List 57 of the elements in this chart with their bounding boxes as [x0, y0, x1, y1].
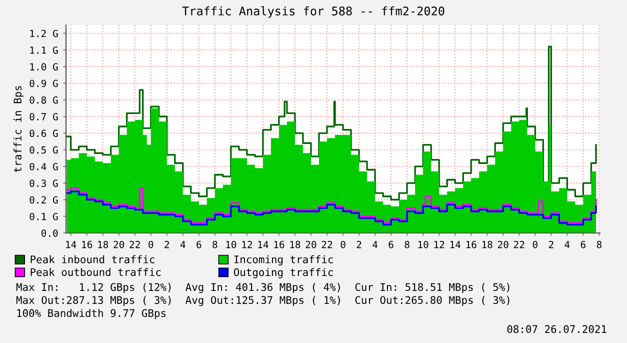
x-tick-label: 4	[372, 240, 378, 248]
x-tick-label: 20	[306, 240, 316, 248]
y-tick-label: 0.6 G	[30, 130, 58, 138]
x-tick-label: 14	[258, 240, 268, 248]
legend-label: Peak inbound traffic	[30, 255, 154, 264]
x-tick-label: 8	[212, 240, 218, 248]
y-tick-label: 1.2 G	[30, 30, 58, 38]
chart-title: Traffic Analysis for 588 -- ffm2-2020	[182, 6, 444, 18]
text: Max In: 1.12 GBps (12%) Avg In: 401.36 MBps ( 4%) Cur In: 518.51 MBps ( 5%)	[16, 282, 510, 294]
x-tick-label: 12	[242, 240, 252, 248]
y-tick-label: 0.5 G	[30, 146, 58, 154]
x-tick-label: 20	[114, 240, 124, 248]
x-tick-label: 6	[196, 240, 202, 248]
y-tick-label: 0.2 G	[30, 196, 58, 204]
x-tick-label: 18	[98, 240, 108, 248]
x-tick-label: 10	[226, 240, 236, 248]
x-tick-label: 2	[356, 240, 362, 248]
x-tick-label: 0	[148, 240, 154, 248]
x-tick-label: 18	[482, 240, 492, 248]
x-tick-label: 20	[498, 240, 508, 248]
text: Max Out:287.13 MBps ( 3%) Avg Out:125.37 MBps ( 1%) Cur Out:265.80 MBps ( 3%)	[16, 296, 510, 306]
text: 08:07 26.07.2021	[507, 325, 606, 334]
legend-label: Outgoing traffic	[234, 268, 333, 278]
y-tick-label: 1.0 G	[30, 63, 58, 70]
x-tick-label: 2	[548, 240, 554, 248]
y-tick-label: 0.9 G	[30, 80, 58, 88]
y-tick-label: 0.7 G	[30, 113, 58, 120]
x-tick-label: 2	[164, 240, 169, 248]
y-axis-title: traffic in Bps	[13, 86, 24, 172]
y-tick-label: 0.3 G	[30, 180, 58, 187]
x-tick-label: 14	[450, 240, 460, 248]
legend-label: Incoming traffic	[234, 255, 333, 266]
x-tick-label: 6	[388, 240, 394, 248]
x-tick-label: 8	[596, 240, 602, 248]
x-tick-label: 16	[466, 240, 476, 248]
x-tick-label: 18	[290, 240, 300, 248]
y-tick-label: 0.0	[41, 230, 58, 237]
x-tick-label: 22	[514, 240, 524, 248]
x-tick-label: 14	[66, 240, 76, 248]
x-tick-label: 16	[82, 240, 92, 248]
x-tick-label: 0	[340, 240, 346, 248]
legend-label: Peak outbound traffic	[30, 268, 161, 276]
x-tick-label: 10	[418, 240, 428, 248]
y-tick-label: 0.4 G	[30, 162, 58, 170]
x-tick-label: 8	[404, 240, 410, 248]
x-tick-label: 22	[322, 240, 332, 248]
x-tick-label: 4	[180, 240, 186, 248]
x-tick-label: 16	[274, 240, 284, 248]
x-tick-label: 12	[434, 240, 444, 248]
x-tick-label: 4	[564, 240, 570, 248]
text: 100% Bandwidth 9.77 GBps	[17, 308, 166, 320]
x-tick-label: 6	[580, 240, 586, 248]
y-tick-label: 0.1 G	[30, 212, 58, 220]
x-tick-label: 0	[532, 240, 538, 248]
y-tick-label: 1.1 G	[30, 46, 58, 54]
x-tick-label: 22	[130, 240, 140, 248]
y-tick-label: 0.8 G	[30, 96, 58, 104]
